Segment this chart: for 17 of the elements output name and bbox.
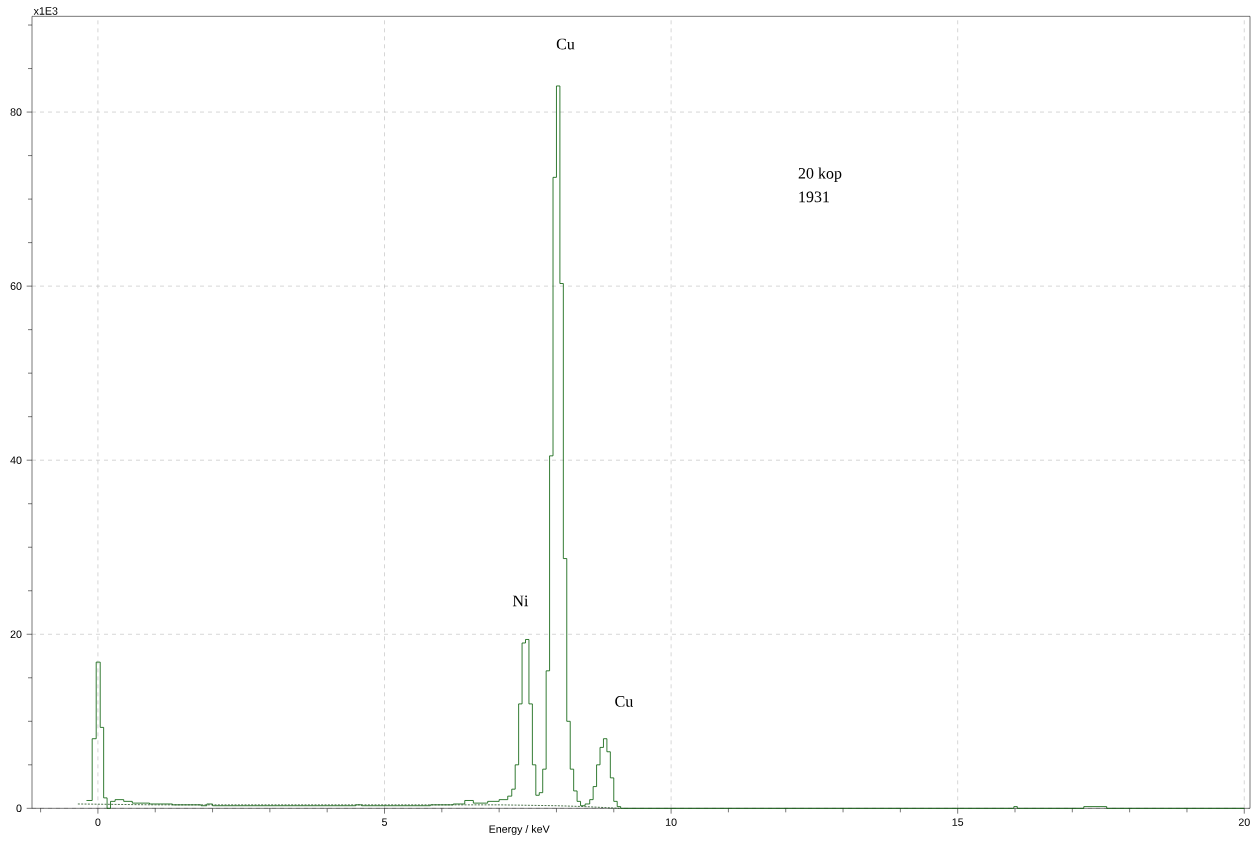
y-axis-title: x1E3 [33, 7, 58, 15]
annotation: Ni [512, 595, 529, 607]
y-tick-label: 80 [10, 108, 22, 116]
x-tick-label: 5 [381, 818, 388, 826]
y-tick-label: 0 [16, 804, 22, 813]
annotation: 20 kop [798, 167, 842, 182]
x-tick-label: 15 [952, 818, 964, 826]
annotation: Cu [615, 696, 633, 707]
y-tick-label: 20 [10, 630, 22, 639]
annotation: Cu [556, 38, 575, 50]
x-axis-title: Energy / keV [489, 825, 550, 835]
y-tick-label: 40 [10, 456, 22, 464]
annotation: 1931 [799, 191, 830, 203]
y-tick-label: 60 [10, 282, 22, 290]
x-tick-label: 10 [665, 818, 677, 826]
x-tick-label: 20 [1238, 818, 1250, 826]
x-tick-label: 0 [95, 818, 101, 826]
